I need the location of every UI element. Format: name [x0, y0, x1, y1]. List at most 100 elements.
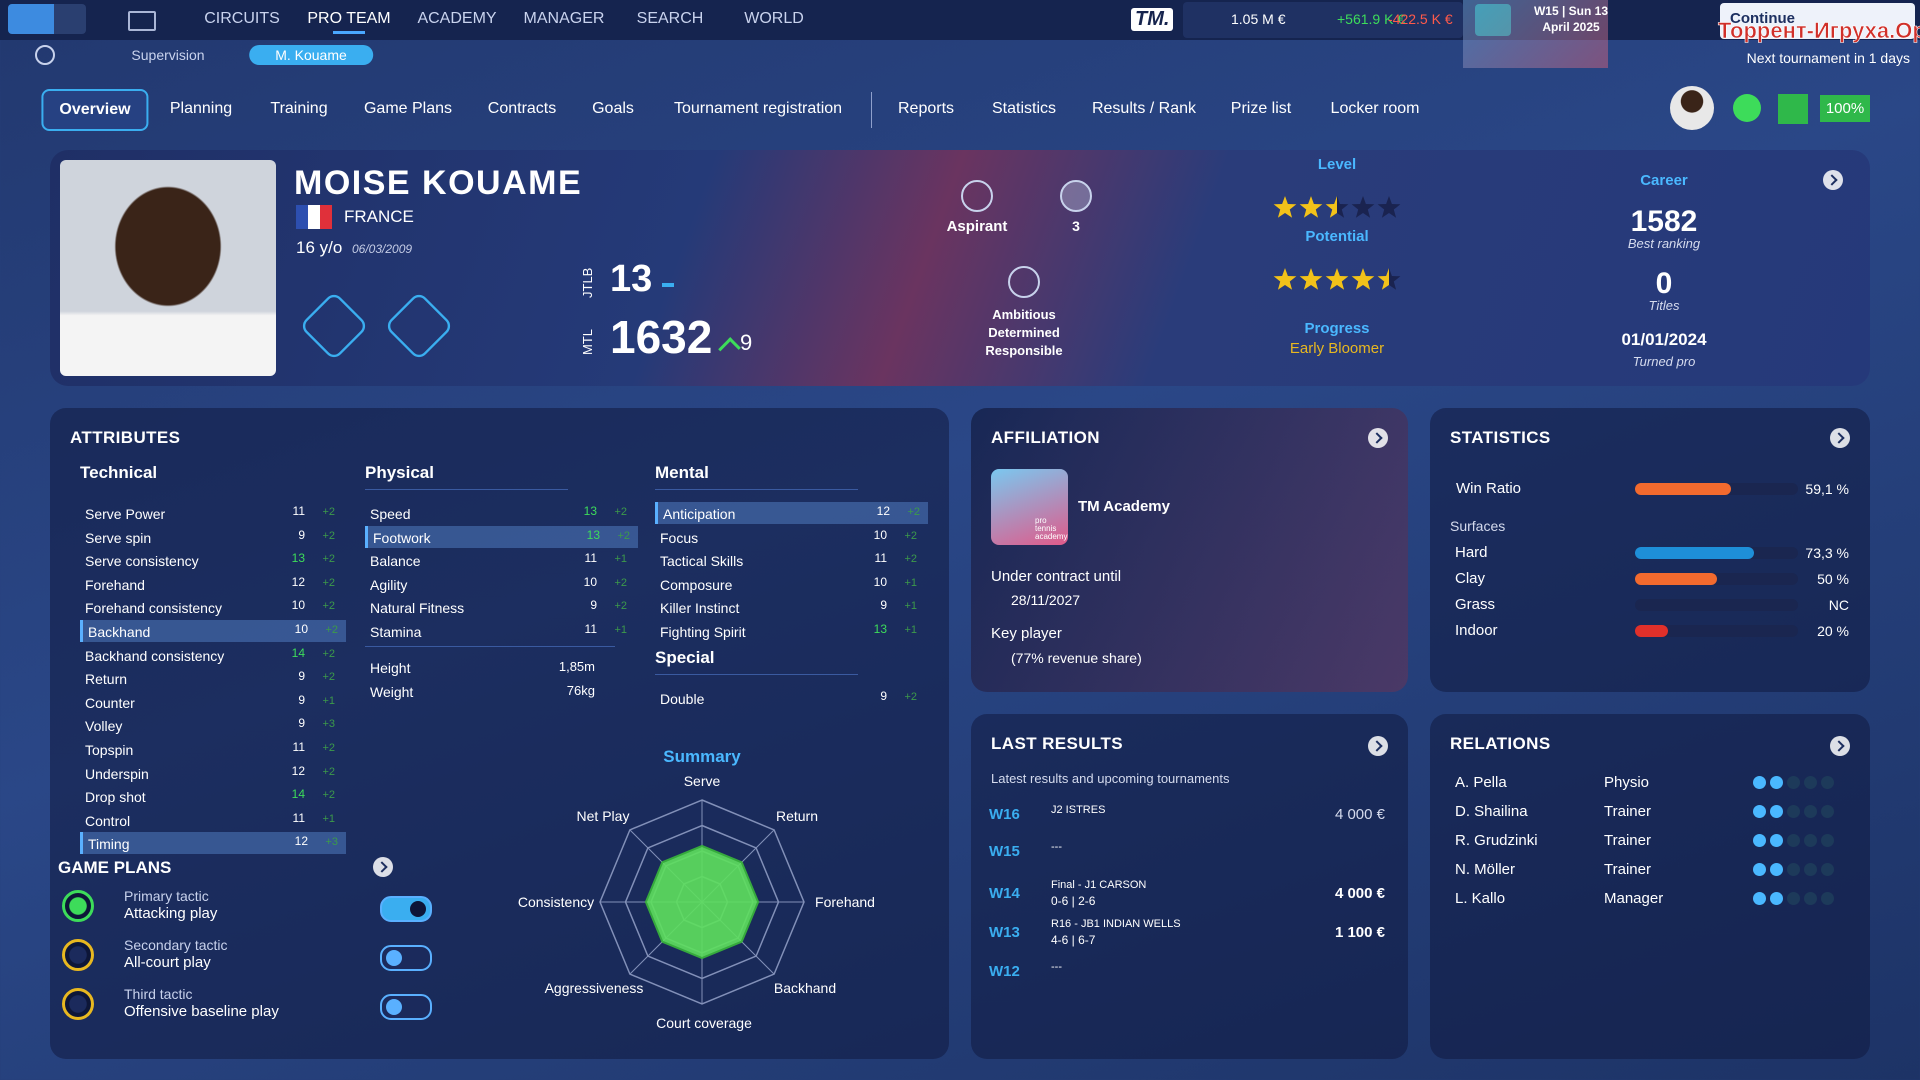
result-week[interactable]: W16 — [989, 806, 1020, 823]
tactic-label: Third tactic — [124, 986, 193, 1002]
attribute-row: Natural Fitness 9 +2 — [365, 596, 635, 618]
tab[interactable]: Planning — [169, 100, 233, 117]
tab[interactable]: Results / Rank — [1091, 100, 1197, 117]
attribute-row: Control 11 +1 — [80, 809, 343, 831]
relation-name: L. Kallo — [1455, 890, 1506, 907]
sub-nav-item[interactable]: Supervision — [131, 47, 205, 63]
attribute-name: Speed — [370, 506, 411, 522]
bar-label: 50 % — [1817, 571, 1849, 587]
star — [1351, 268, 1375, 290]
forward-button[interactable] — [54, 4, 86, 34]
tab-divider — [871, 92, 872, 128]
attribute-row: Footwork 13 +2 — [365, 525, 638, 548]
group-heading: Physical — [365, 463, 434, 482]
tab[interactable]: Game Plans — [363, 100, 453, 117]
attribute-value: 10 — [294, 622, 308, 636]
tactic-toggle[interactable] — [380, 945, 432, 971]
chevron[interactable] — [373, 857, 393, 877]
nav-item[interactable]: MANAGER — [523, 10, 605, 27]
attribute-name: Serve spin — [85, 529, 152, 546]
tab[interactable]: Overview — [41, 89, 149, 131]
attribute-name: Natural Fitness — [370, 600, 465, 617]
help-icon[interactable] — [35, 45, 55, 65]
tab[interactable]: Contracts — [487, 100, 557, 117]
date-box — [1463, 0, 1608, 68]
balance: 1.05 M € — [1231, 11, 1286, 27]
back-button[interactable] — [8, 4, 54, 34]
watermark: Торрент-Игруха.Орг — [1718, 18, 1920, 44]
relation-dot — [1770, 834, 1783, 847]
tab[interactable]: Training — [270, 100, 328, 117]
attribute-change: +1 — [322, 812, 335, 825]
tactic-icon — [62, 890, 94, 922]
attribute-row: Counter 9 +1 — [80, 691, 343, 713]
attribute-row: Anticipation 12 +2 — [655, 502, 928, 524]
chevron[interactable] — [1823, 170, 1843, 190]
attribute-change: +2 — [904, 529, 917, 542]
attribute-change: +2 — [322, 553, 335, 566]
attribute-change: +2 — [322, 671, 335, 684]
tactic-value: All-court play — [124, 954, 211, 971]
tab[interactable]: Prize list — [1230, 100, 1292, 117]
tactic-toggle[interactable] — [380, 896, 432, 922]
attribute-change: +2 — [322, 600, 335, 613]
attribute-row: Serve consistency 13 +2 — [80, 549, 343, 571]
tab[interactable]: Statistics — [991, 100, 1057, 117]
chevron[interactable] — [1830, 428, 1850, 448]
tab[interactable]: Tournament registration — [673, 100, 843, 117]
attribute-value: 12 — [291, 763, 305, 778]
relation-dot — [1770, 805, 1783, 818]
sub-nav-item[interactable]: M. Kouame — [249, 45, 373, 65]
attribute-change: +2 — [904, 553, 917, 566]
jtlb-label: JTLB — [580, 267, 595, 298]
tab[interactable]: Locker room — [1330, 100, 1420, 117]
next-tournament: Next tournament in 1 days — [1746, 50, 1910, 66]
mtl: 1632 — [610, 311, 713, 363]
attribute-name: Footwork — [373, 529, 431, 546]
star — [1273, 196, 1297, 218]
continue-label[interactable]: Continue — [1730, 10, 1795, 27]
nav-item[interactable]: PRO TEAM — [307, 10, 391, 27]
result-week[interactable]: W13 — [989, 924, 1020, 941]
attribute-value: 11 — [292, 504, 305, 518]
continue-button[interactable] — [1720, 3, 1915, 39]
progress-label: Progress — [1304, 320, 1370, 337]
radar-axis-label: Return — [775, 808, 819, 824]
panel-subtitle: Latest results and upcoming tournaments — [991, 771, 1230, 786]
nav-item[interactable]: SEARCH — [636, 10, 704, 27]
bar-label: NC — [1828, 597, 1849, 613]
tactic-label: Primary tactic — [124, 888, 209, 904]
nav-item[interactable]: ACADEMY — [417, 10, 497, 27]
bar-track — [1635, 599, 1798, 611]
relation-dot — [1804, 776, 1817, 789]
radar-axis-label: Serve — [683, 773, 721, 789]
result-week[interactable]: W15 — [989, 843, 1020, 860]
group-rule — [655, 674, 858, 675]
avatar-mini — [1670, 86, 1714, 130]
attribute-value: 10 — [873, 527, 887, 542]
group-heading: Technical — [80, 463, 158, 482]
relation-dot — [1787, 892, 1800, 905]
result-week[interactable]: W12 — [989, 963, 1020, 980]
tactic-toggle[interactable] — [380, 994, 432, 1020]
nav-item[interactable]: CIRCUITS — [204, 10, 280, 27]
attribute-row: Drop shot 14 +2 — [80, 785, 343, 807]
stars-label: Level — [1317, 156, 1357, 173]
mtl-change: 9 — [740, 330, 753, 355]
tab[interactable]: Goals — [592, 100, 634, 117]
attribute-row: Stamina 11 +1 — [365, 620, 635, 642]
tab[interactable]: Reports — [897, 100, 955, 117]
mail-icon[interactable] — [128, 11, 156, 31]
chevron[interactable] — [1830, 736, 1850, 756]
chevron[interactable] — [1368, 428, 1388, 448]
nav-item[interactable]: WORLD — [744, 10, 804, 27]
chevron[interactable] — [1368, 736, 1388, 756]
star-full — [1299, 268, 1323, 290]
result-week[interactable]: W14 — [989, 885, 1020, 902]
attribute-change: +1 — [614, 553, 627, 566]
group-heading: Special — [655, 648, 715, 667]
attribute-name: Drop shot — [85, 789, 146, 806]
bar — [1635, 625, 1668, 637]
